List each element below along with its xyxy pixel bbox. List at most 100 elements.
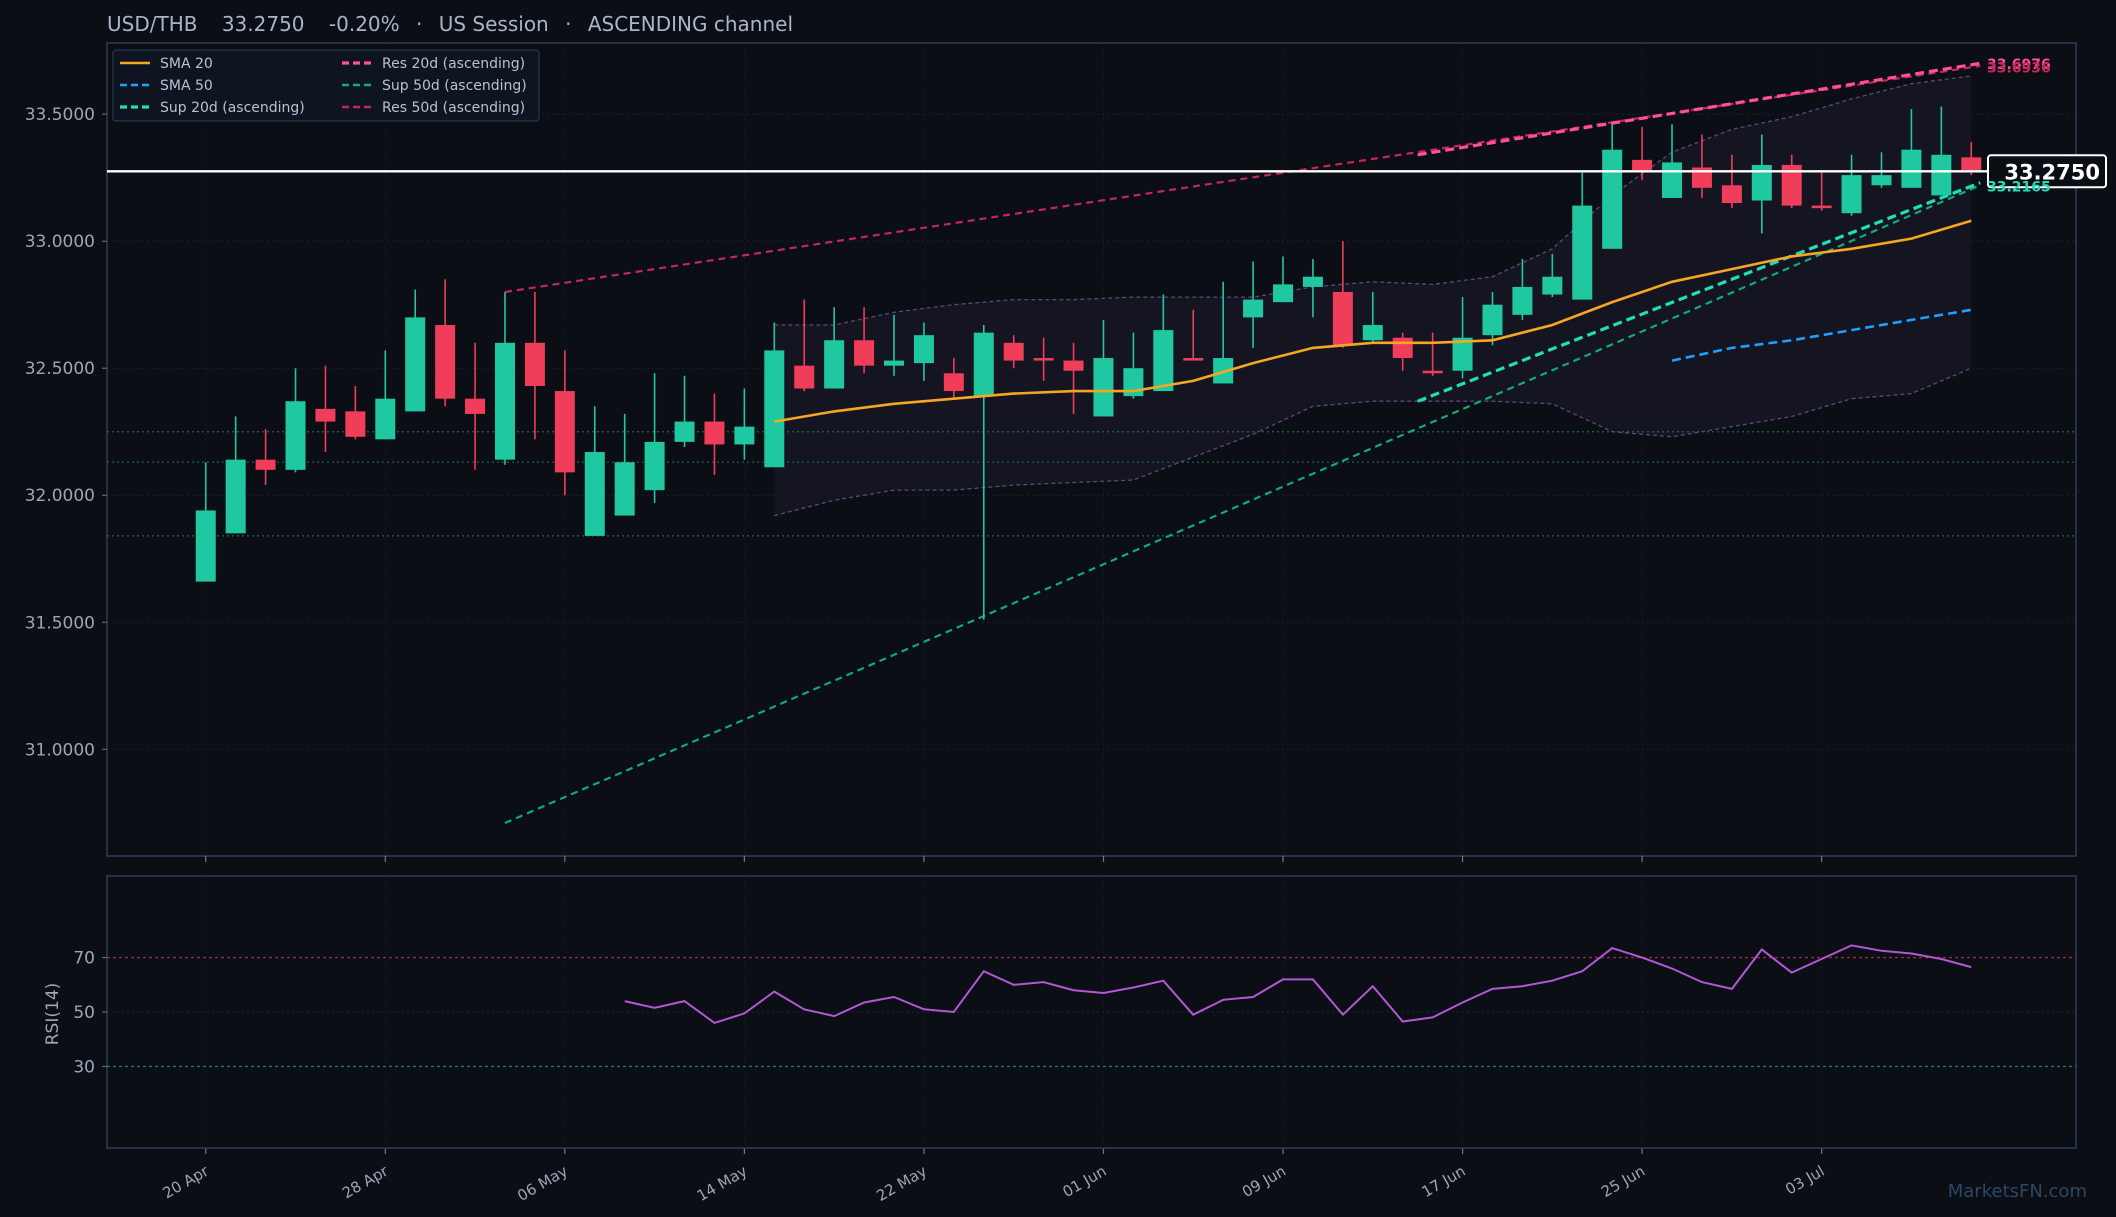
candle-body-53	[1781, 164, 1802, 206]
rsi-ytick-label-2: 70	[73, 949, 95, 969]
candle-body-23	[884, 360, 905, 366]
xtick-label-8: 25 Jun	[1598, 1162, 1648, 1201]
legend-label-sup20: Sup 20d (ascending)	[160, 100, 305, 116]
candle-body-24	[913, 335, 934, 364]
candle-body-49	[1662, 162, 1683, 198]
rsi-polyline	[624, 944, 1972, 1025]
xtick-labels: 20 Apr 28 Apr 06 May 14 May 22 May 01 Jun 09 J…	[160, 1161, 1828, 1204]
legend-label-res20: Res 20d (ascending)	[382, 56, 525, 72]
candle-56	[1871, 152, 1892, 188]
candle-3	[285, 368, 306, 473]
candle-body-20	[794, 365, 815, 389]
xtick-label-6: 09 Jun	[1239, 1162, 1289, 1201]
candle-body-13	[584, 452, 605, 536]
rsi-grid	[102, 876, 2076, 1148]
candle-17	[704, 393, 725, 475]
candle-body-21	[824, 340, 845, 389]
candle-body-1	[225, 459, 246, 534]
watermark: MarketsFN.com	[1948, 1181, 2087, 1202]
candle-body-48	[1632, 159, 1653, 171]
candle-45	[1542, 253, 1563, 298]
candle-body-25	[943, 373, 964, 392]
candle-body-38	[1332, 291, 1353, 346]
legend: SMA 20 SMA 50 Sup 20d (ascending) Res 20d (…	[112, 49, 540, 122]
candle-43	[1482, 291, 1503, 346]
header-channel: ASCENDING channel	[588, 12, 793, 36]
candle-54	[1811, 172, 1832, 211]
candle-body-22	[854, 340, 875, 366]
candle-10	[494, 291, 515, 465]
candle-0	[195, 462, 216, 582]
candle-20	[794, 299, 815, 392]
header-change: -0.20%	[329, 12, 400, 36]
candle-55	[1841, 154, 1862, 216]
header-price: 33.2750	[222, 12, 305, 36]
candle-7	[405, 289, 426, 412]
channel-line-res50	[504, 64, 1981, 294]
candle-25	[943, 358, 964, 399]
candle-body-57	[1901, 149, 1922, 188]
legend-label-sma20: SMA 20	[160, 56, 213, 72]
price-ytick-label-3: 32.5000	[25, 359, 95, 379]
candle-59	[1961, 142, 1982, 176]
candle-body-9	[465, 398, 486, 414]
candle-57	[1901, 109, 1922, 188]
candle-16	[674, 375, 695, 447]
channel-line-sup20	[1417, 181, 1981, 403]
candle-50	[1691, 134, 1712, 198]
candle-21	[824, 307, 845, 389]
right-label-res50: 33.6936	[1987, 60, 2051, 76]
chart-header: USD/THB 33.2750 -0.20% · US Session · AS…	[107, 12, 793, 36]
candle-body-50	[1691, 167, 1712, 188]
candle-19	[764, 322, 785, 468]
right-label-sup20: 33.2165	[1987, 180, 2051, 196]
xtick-label-0: 20 Apr	[160, 1161, 213, 1202]
candle-body-17	[704, 421, 725, 445]
rsi-ylabel: RSI(14)	[43, 983, 63, 1046]
candle-body-11	[524, 342, 545, 386]
candle-body-29	[1063, 360, 1084, 371]
candle-body-28	[1033, 358, 1054, 361]
candle-35	[1243, 261, 1264, 348]
right-label-res20: 33.6976	[1987, 57, 2051, 73]
candle-body-44	[1512, 286, 1533, 315]
price-ytick-label-4: 33.0000	[25, 232, 95, 252]
candle-body-35	[1243, 299, 1264, 318]
price-ytick-label-0: 31.0000	[25, 740, 95, 760]
sma-lines	[774, 219, 1972, 423]
candle-body-42	[1452, 337, 1473, 371]
candle-8	[435, 279, 456, 407]
channel-line-sup50	[504, 184, 1981, 824]
candle-37	[1302, 258, 1323, 318]
header-sep-1: ·	[416, 12, 422, 36]
candle-body-59	[1961, 157, 1982, 171]
price-ytick-labels: 31.0000 31.5000 32.0000 32.5000 33.0000 33.50…	[25, 105, 95, 760]
candle-58	[1931, 106, 1952, 196]
legend-box	[112, 49, 540, 122]
candle-6	[375, 350, 396, 440]
candle-body-36	[1273, 284, 1294, 303]
candle-52	[1751, 134, 1772, 234]
candle-body-18	[734, 426, 755, 445]
rsi-ytick-label-1: 50	[73, 1003, 95, 1023]
candle-14	[614, 413, 635, 516]
candle-51	[1721, 154, 1742, 209]
candle-23	[884, 314, 905, 376]
candle-body-40	[1392, 337, 1413, 359]
candle-18	[734, 388, 755, 460]
xtick-label-3: 14 May	[694, 1162, 751, 1205]
candle-body-51	[1721, 185, 1742, 204]
candle-33	[1183, 309, 1204, 361]
candle-body-5	[345, 411, 366, 437]
candle-11	[524, 291, 545, 440]
candle-26	[973, 325, 994, 620]
price-ytick-label-2: 32.0000	[25, 486, 95, 506]
candle-9	[465, 342, 486, 470]
candle-body-39	[1362, 325, 1383, 341]
header-sep-2: ·	[565, 12, 571, 36]
candle-body-56	[1871, 175, 1892, 186]
header-session: US Session	[439, 12, 549, 36]
xtick-label-7: 17 Jun	[1419, 1162, 1469, 1201]
